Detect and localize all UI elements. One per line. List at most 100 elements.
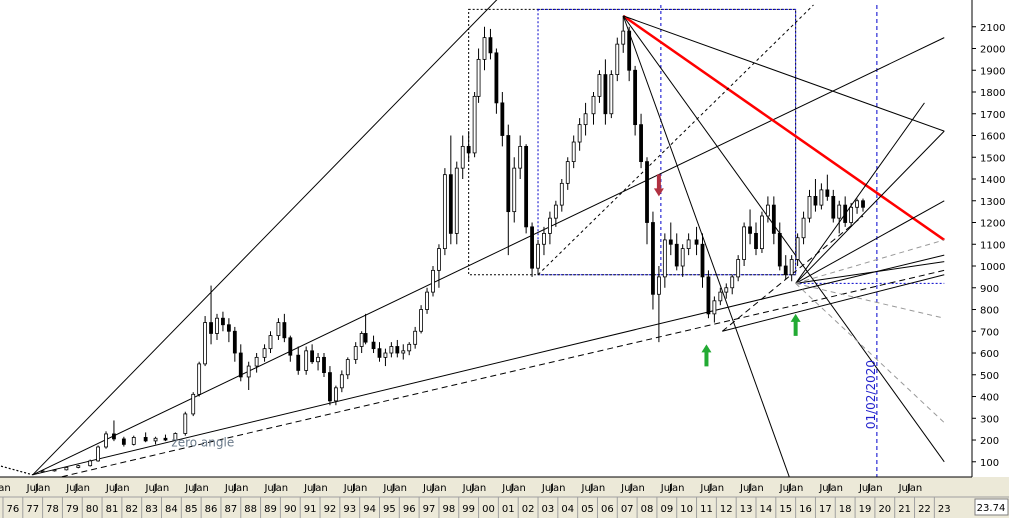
candle-body (783, 265, 788, 276)
trend-line (795, 239, 945, 284)
candle-body (262, 348, 267, 358)
x-year-label: 96 (403, 504, 416, 515)
x-year-label: 90 (284, 504, 297, 515)
y-tick-label: 2100 (980, 23, 1005, 34)
trend-line (795, 130, 945, 284)
candle-body (476, 58, 481, 97)
candle-body (121, 438, 126, 445)
candlesticks (40, 15, 865, 473)
candle-body (571, 141, 576, 163)
last-value-box (974, 498, 1009, 516)
candle-body (813, 196, 818, 206)
candle-body (454, 167, 459, 234)
candle-body (831, 196, 836, 219)
x-year-label: 95 (383, 504, 396, 515)
candle-body (472, 95, 477, 154)
x-year-label: 20 (878, 504, 891, 515)
up-arrow-marker (790, 313, 801, 336)
x-month-label: Jul (65, 483, 78, 494)
candle-body (296, 354, 301, 371)
y-tick-label: 1500 (980, 153, 1005, 164)
y-tick-label: 1400 (980, 175, 1005, 186)
x-year-label: 05 (581, 504, 594, 515)
candle-body (512, 167, 517, 213)
candle-body (668, 239, 673, 245)
candle-body (203, 322, 208, 365)
candle-body (328, 372, 332, 402)
candle-body (656, 276, 661, 295)
plot-background (0, 0, 972, 477)
x-month-label: Jul (184, 483, 197, 494)
candle-body (651, 222, 655, 295)
candle-body (282, 322, 287, 339)
y-tick-label: 1700 (980, 110, 1005, 121)
x-month-label: Jul (26, 483, 39, 494)
x-month-label: Jan (74, 483, 90, 494)
candle-body (64, 467, 69, 471)
x-year-label: 01 (502, 504, 515, 515)
candle-body (861, 200, 865, 208)
candle-body (553, 204, 558, 219)
candle-body (288, 337, 293, 356)
trend-line (795, 200, 945, 284)
candle-body (777, 232, 782, 267)
trend-line (722, 274, 945, 332)
x-month-label: Jul (224, 483, 237, 494)
candle-body (789, 259, 794, 276)
candle-body (333, 387, 338, 402)
trend-line (58, 269, 945, 477)
x-year-label: 94 (363, 504, 376, 515)
candle-body (401, 350, 406, 354)
candle-body (825, 189, 830, 197)
candle-body (662, 239, 667, 278)
candle-body (232, 330, 237, 354)
x-year-label: 00 (482, 504, 495, 515)
candle-body (706, 276, 711, 315)
candle-body (494, 52, 499, 104)
x-month-label: Jan (787, 483, 803, 494)
up-arrow-marker (701, 344, 712, 367)
candle-body (645, 161, 649, 223)
candle-body (345, 359, 350, 376)
candle-body (322, 356, 326, 373)
candle-body (837, 204, 842, 219)
candle-body (76, 465, 81, 468)
candle-body (254, 356, 259, 367)
x-year-label: 07 (621, 504, 634, 515)
x-month-label: Jul (739, 483, 752, 494)
candle-body (686, 239, 691, 250)
x-year-label: 86 (205, 504, 218, 515)
x-year-label: 06 (601, 504, 614, 515)
candle-body (52, 469, 57, 472)
candle-body (419, 309, 424, 332)
candle-body (466, 145, 471, 154)
candle-body (548, 217, 552, 234)
trend-line (795, 283, 945, 423)
x-month-label: Jan (232, 483, 248, 494)
candle-body (431, 269, 435, 293)
y-tick-label: 100 (980, 458, 999, 469)
y-tick-label: 1900 (980, 66, 1005, 77)
x-year-label: 02 (522, 504, 535, 515)
x-month-label: Jan (549, 483, 565, 494)
candle-body (718, 291, 723, 302)
x-year-label: 85 (185, 504, 198, 515)
candle-body (536, 243, 540, 269)
candle-body (339, 374, 344, 389)
x-year-label: 04 (561, 504, 574, 515)
candle-body (819, 189, 824, 206)
x-year-label: 92 (324, 504, 337, 515)
candle-body (191, 393, 196, 415)
x-year-label: 14 (760, 504, 773, 515)
x-month-label: Jan (34, 483, 50, 494)
x-month-label: Jan (470, 483, 486, 494)
candle-body (460, 145, 465, 169)
candle-body (639, 124, 643, 163)
candle-body (583, 113, 588, 126)
y-tick-label: 1600 (980, 132, 1005, 143)
candle-body (238, 352, 243, 378)
candle-body (88, 460, 93, 467)
x-month-label: Jul (581, 483, 594, 494)
x-month-label: Jan (113, 483, 129, 494)
